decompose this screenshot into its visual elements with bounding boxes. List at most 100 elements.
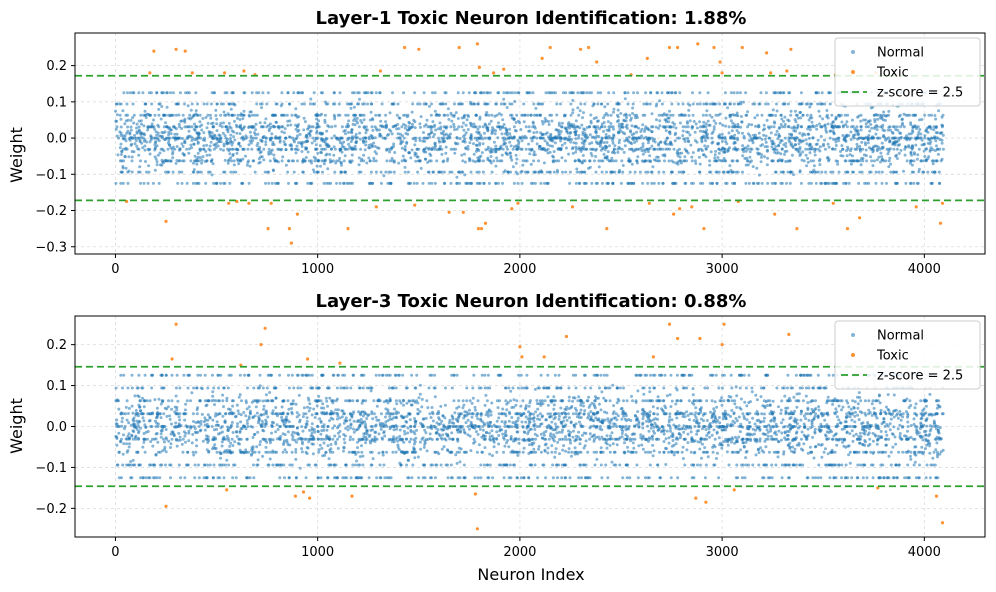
normal-point xyxy=(770,181,774,185)
normal-point xyxy=(687,108,691,112)
normal-point xyxy=(783,122,787,126)
normal-point xyxy=(486,126,490,130)
normal-point xyxy=(571,111,575,115)
normal-point xyxy=(171,136,175,140)
normal-point xyxy=(423,139,427,143)
normal-point xyxy=(466,147,470,151)
normal-point xyxy=(152,125,156,129)
normal-point xyxy=(755,113,759,117)
normal-point xyxy=(877,155,881,159)
normal-point xyxy=(878,116,882,120)
normal-point xyxy=(706,119,710,123)
normal-point xyxy=(134,136,138,140)
normal-point xyxy=(884,138,888,142)
normal-point xyxy=(564,159,567,163)
normal-point xyxy=(368,159,372,163)
normal-point xyxy=(214,181,218,185)
normal-point xyxy=(667,120,671,124)
normal-point xyxy=(779,408,783,412)
normal-point xyxy=(559,130,563,133)
normal-point xyxy=(195,159,199,163)
normal-point xyxy=(424,157,427,161)
normal-point xyxy=(926,136,930,140)
normal-point xyxy=(620,147,624,151)
normal-point xyxy=(892,147,896,151)
normal-point xyxy=(656,395,660,399)
normal-point xyxy=(585,126,589,129)
normal-point xyxy=(167,127,171,130)
normal-point xyxy=(202,131,206,135)
normal-point xyxy=(165,125,169,129)
normal-point xyxy=(373,145,377,148)
toxic-point xyxy=(227,201,231,205)
normal-point xyxy=(557,121,561,125)
normal-point xyxy=(491,130,495,134)
normal-point xyxy=(672,147,676,151)
normal-point xyxy=(580,147,584,151)
normal-point xyxy=(836,162,840,166)
normal-point xyxy=(757,152,760,156)
normal-point xyxy=(898,131,902,135)
normal-point xyxy=(406,170,410,174)
normal-point xyxy=(304,146,308,150)
toxic-point xyxy=(645,56,649,61)
normal-point xyxy=(208,153,212,157)
normal-point xyxy=(511,147,515,151)
normal-point xyxy=(132,91,136,95)
normal-point xyxy=(713,400,717,404)
normal-point xyxy=(684,149,688,153)
normal-point xyxy=(878,147,882,151)
normal-point xyxy=(796,147,800,151)
normal-point xyxy=(534,170,537,174)
normal-point xyxy=(220,125,224,129)
normal-point xyxy=(812,159,816,163)
normal-point xyxy=(923,155,927,159)
normal-point xyxy=(152,118,155,122)
normal-point xyxy=(560,156,564,160)
normal-point xyxy=(361,139,365,143)
normal-point xyxy=(602,129,605,133)
normal-point xyxy=(315,117,319,121)
normal-point xyxy=(588,159,592,163)
normal-point xyxy=(857,132,861,136)
normal-point xyxy=(484,113,488,117)
toxic-point xyxy=(672,212,676,216)
normal-point xyxy=(414,159,418,163)
normal-point xyxy=(294,402,298,406)
normal-point xyxy=(460,170,464,174)
normal-point xyxy=(141,146,145,150)
normal-point xyxy=(587,412,591,416)
toxic-point xyxy=(702,227,706,231)
normal-point xyxy=(496,136,500,140)
normal-point xyxy=(744,163,748,167)
normal-point xyxy=(843,113,847,117)
normal-point xyxy=(543,148,547,152)
normal-point xyxy=(641,152,645,156)
normal-point xyxy=(691,151,695,155)
normal-point xyxy=(495,102,498,106)
normal-point xyxy=(930,170,934,174)
normal-point xyxy=(793,109,797,113)
normal-point xyxy=(495,113,499,117)
normal-point xyxy=(820,91,824,95)
normal-point xyxy=(123,122,127,126)
normal-point xyxy=(543,120,547,124)
normal-point xyxy=(743,476,747,480)
normal-point xyxy=(291,136,295,140)
normal-point xyxy=(251,125,255,129)
normal-point xyxy=(515,157,519,161)
normal-point xyxy=(721,123,725,127)
normal-point xyxy=(238,118,242,121)
normal-point xyxy=(663,118,667,122)
normal-point xyxy=(505,133,509,137)
normal-point xyxy=(354,141,358,145)
normal-point xyxy=(180,159,184,163)
normal-point xyxy=(221,414,225,418)
normal-point xyxy=(681,102,685,106)
normal-point xyxy=(189,108,193,112)
normal-point xyxy=(594,170,598,174)
normal-point xyxy=(920,143,924,147)
normal-point xyxy=(775,386,779,390)
normal-point xyxy=(511,165,515,169)
normal-point xyxy=(548,144,552,148)
